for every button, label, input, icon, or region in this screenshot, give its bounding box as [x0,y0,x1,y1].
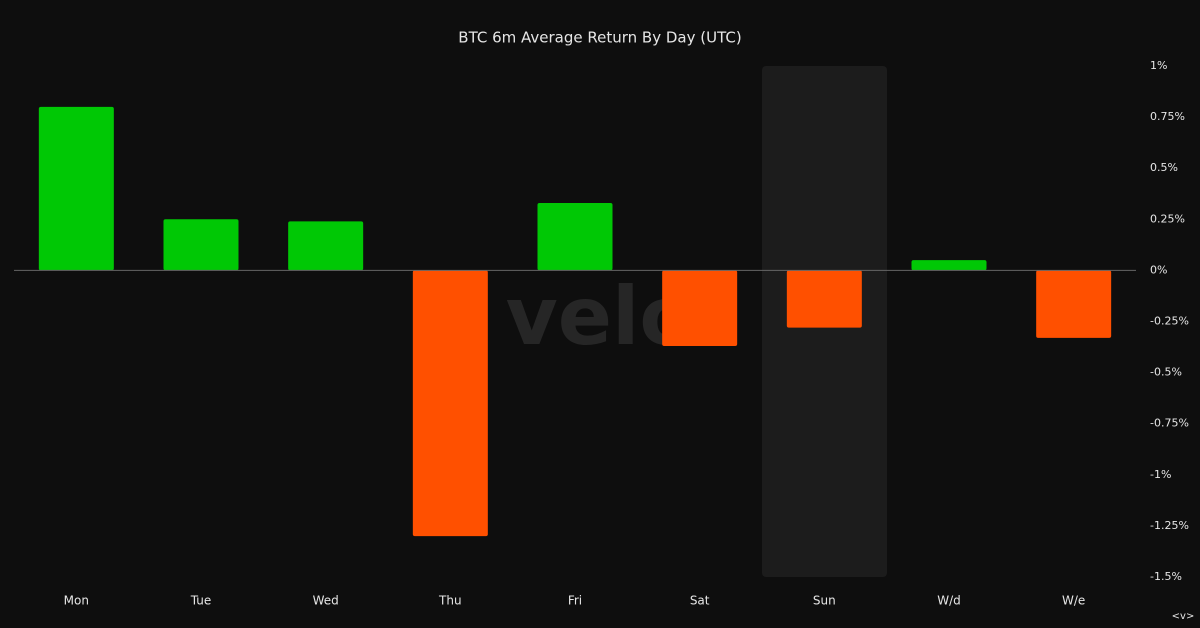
bar [537,202,613,271]
x-tick-label: Sat [690,594,710,608]
bar [288,221,364,271]
y-tick-label: 0% [1150,263,1167,276]
x-tick-label: Tue [190,594,212,608]
x-tick-label: Mon [64,594,89,608]
y-tick-label: 1% [1150,59,1167,72]
y-tick-label: -1.5% [1150,570,1182,583]
y-tick-label: 0.5% [1150,161,1178,174]
y-tick-label: -0.25% [1150,315,1189,328]
x-tick-label: Sun [813,594,836,608]
y-tick-label: -1% [1150,468,1171,481]
x-tick-label: Thu [438,594,462,608]
bar [1036,270,1112,338]
y-tick-label: -0.75% [1150,417,1189,430]
bar [412,270,488,537]
bar [911,260,987,271]
y-tick-label: 0.75% [1150,110,1185,123]
bar [38,106,114,271]
x-tick-label: W/e [1062,594,1085,608]
chart-title: BTC 6m Average Return By Day (UTC) [458,29,741,47]
y-tick-label: 0.25% [1150,212,1185,225]
bar [662,270,738,347]
x-tick-label: W/d [937,594,961,608]
y-tick-label: -0.5% [1150,366,1182,379]
corner-label: <v> [1172,611,1195,622]
bar [786,270,862,328]
x-tick-label: Wed [313,594,339,608]
y-tick-label: -1.25% [1150,519,1189,532]
x-tick-label: Fri [568,594,582,608]
bar [163,219,239,271]
